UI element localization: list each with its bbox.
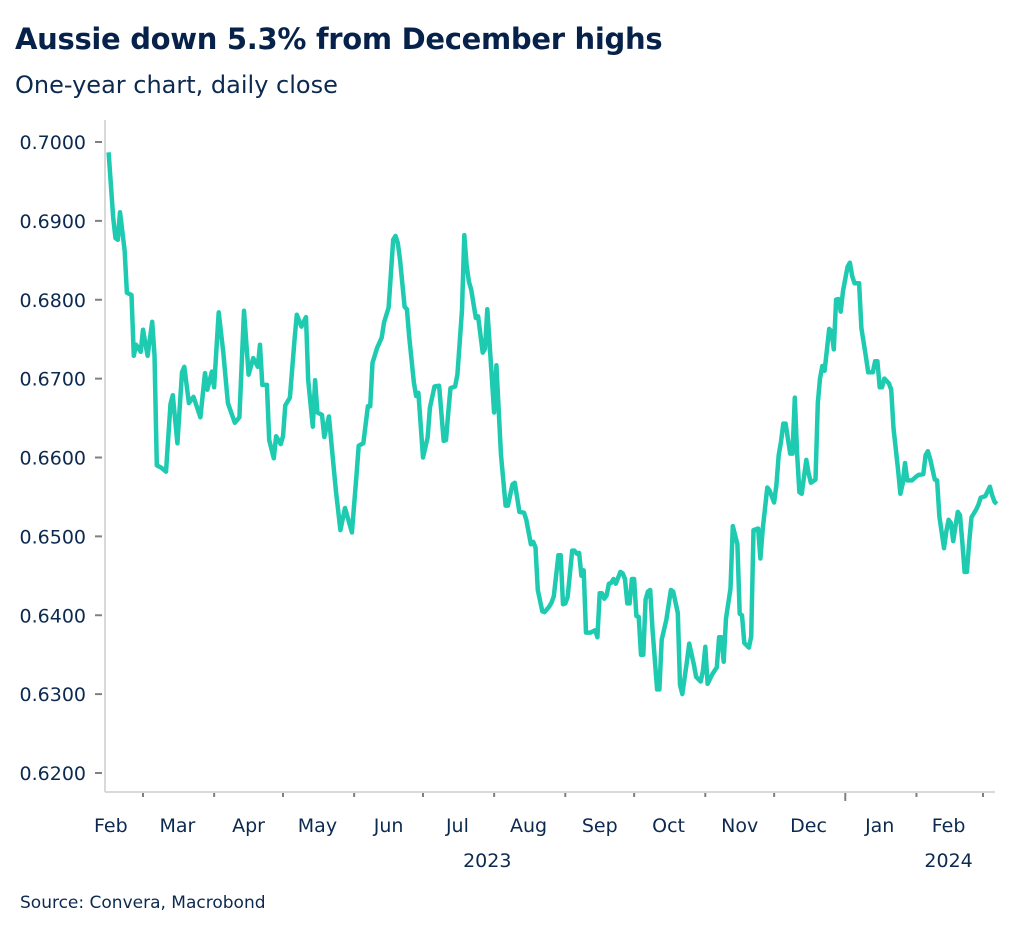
x-year-label: 2023 xyxy=(463,850,511,872)
y-tick-label: 0.6900 xyxy=(20,211,86,233)
y-tick-label: 0.6500 xyxy=(20,526,86,548)
y-tick-label: 0.6700 xyxy=(20,369,86,391)
x-tick-label: May xyxy=(298,815,337,837)
source-note: Source: Convera, Macrobond xyxy=(20,893,266,913)
x-tick-label: Dec xyxy=(790,815,827,837)
x-year-label: 2024 xyxy=(924,850,972,872)
x-tick-label: Sep xyxy=(582,815,618,837)
x-tick-label: Oct xyxy=(652,815,685,837)
x-tick-label: Apr xyxy=(232,815,265,837)
y-tick-label: 0.6800 xyxy=(20,290,86,312)
x-tick-label: Feb xyxy=(932,815,966,837)
x-tick-label: Feb xyxy=(94,815,128,837)
series-group xyxy=(106,152,999,697)
y-tick-label: 0.6300 xyxy=(20,684,86,706)
x-axis: Feb Mar Apr May Jun Jul Aug Sep Oct Nov Dec Jan Feb 2… xyxy=(94,791,995,872)
x-tick-label: Mar xyxy=(159,815,195,837)
chart-title: Aussie down 5.3% from December highs xyxy=(15,22,663,56)
x-tick-label: Aug xyxy=(510,815,547,837)
y-axis: 0.7000 0.6900 0.6800 0.6700 0.6600 0.6500 0.64… xyxy=(20,120,106,792)
y-tick-label: 0.6200 xyxy=(20,763,86,785)
y-tick-label: 0.7000 xyxy=(20,132,86,154)
y-tick-label: 0.6600 xyxy=(20,448,86,470)
chart-subtitle: One-year chart, daily close xyxy=(15,71,338,99)
x-tick-label: Jun xyxy=(373,815,404,837)
y-tick-label: 0.6400 xyxy=(20,605,86,627)
series-line xyxy=(106,152,999,697)
x-tick-label: Jan xyxy=(864,815,894,837)
x-tick-label: Jul xyxy=(445,815,469,837)
x-tick-label: Nov xyxy=(721,815,758,837)
